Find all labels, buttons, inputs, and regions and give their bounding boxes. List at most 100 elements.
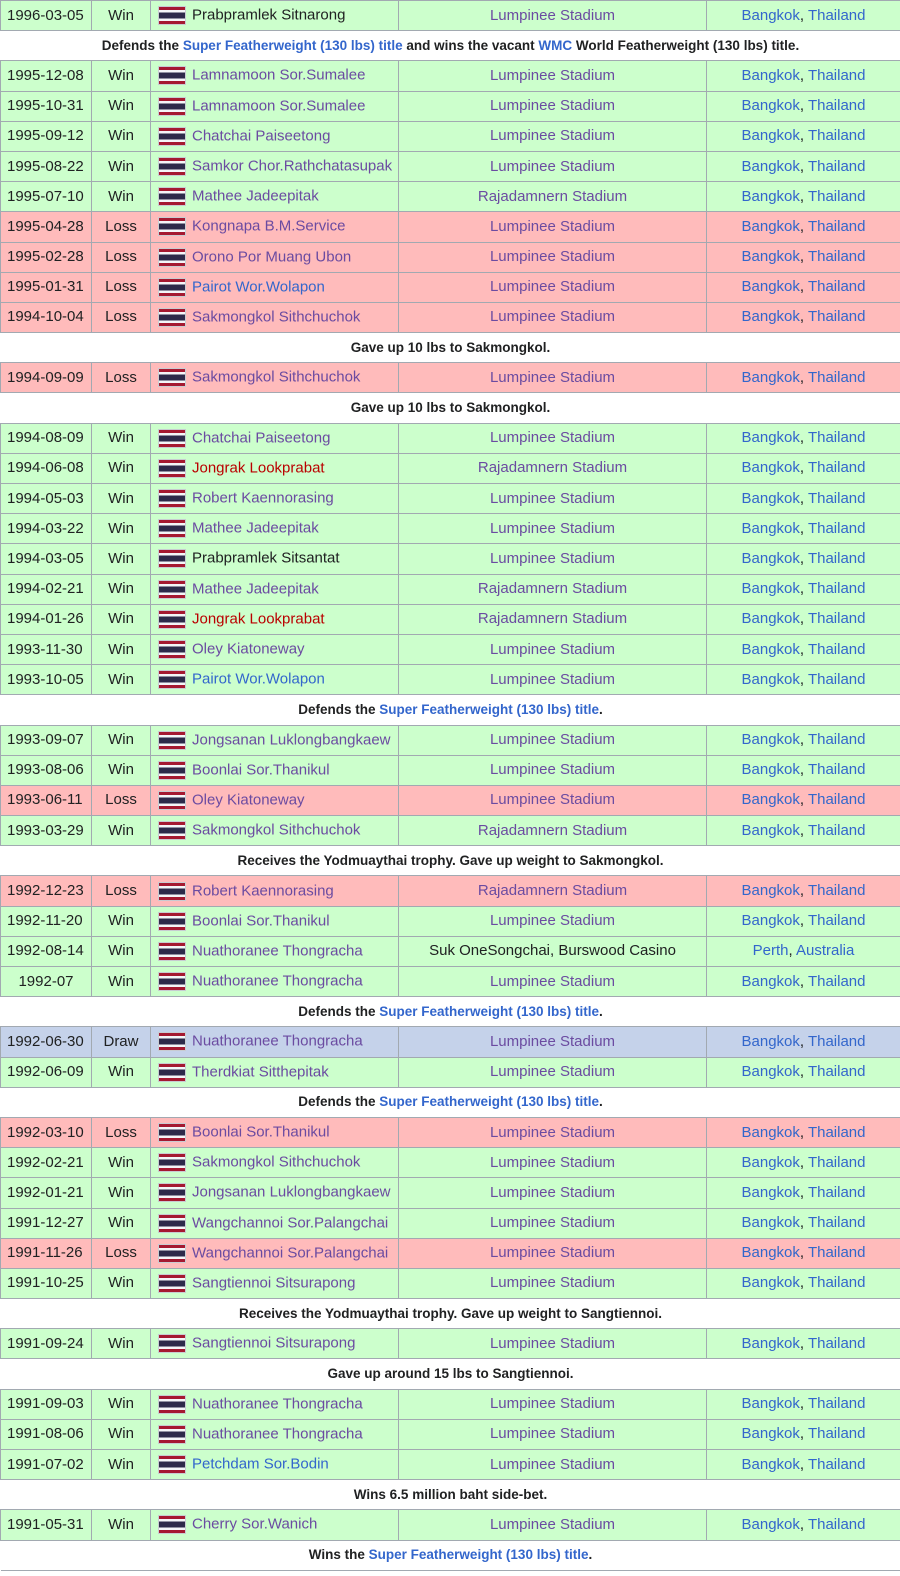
country-link[interactable]: Thailand (807, 157, 866, 175)
venue-link[interactable]: Lumpinee Stadium (489, 217, 616, 235)
city-link[interactable]: Bangkok (741, 821, 800, 839)
thailand-flag-icon[interactable] (158, 1455, 186, 1475)
venue-link[interactable]: Lumpinee Stadium (489, 66, 616, 84)
note-link[interactable]: Super Featherweight (130 lbs) title (379, 701, 600, 717)
city-link[interactable]: Perth (752, 942, 789, 960)
country-link[interactable]: Thailand (807, 1214, 866, 1232)
thailand-flag-icon[interactable] (158, 1062, 186, 1082)
thailand-flag-icon[interactable] (158, 609, 186, 629)
city-link[interactable]: Bangkok (741, 882, 800, 900)
thailand-flag-icon[interactable] (158, 1515, 186, 1535)
thailand-flag-icon[interactable] (158, 368, 186, 388)
city-link[interactable]: Bangkok (741, 1063, 800, 1081)
city-link[interactable]: Bangkok (741, 1455, 800, 1473)
country-link[interactable]: Thailand (807, 368, 866, 386)
opponent-link[interactable]: Robert Kaennorasing (192, 882, 334, 899)
opponent-link[interactable]: Petchdam Sor.Bodin (192, 1455, 329, 1473)
city-link[interactable]: Bangkok (741, 1395, 800, 1413)
city-link[interactable]: Bangkok (741, 519, 800, 537)
thailand-flag-icon[interactable] (158, 277, 186, 297)
country-link[interactable]: Thailand (807, 549, 866, 567)
city-link[interactable]: Bangkok (741, 66, 800, 84)
thailand-flag-icon[interactable] (158, 730, 186, 750)
thailand-flag-icon[interactable] (158, 1243, 186, 1263)
venue-link[interactable]: Lumpinee Stadium (489, 248, 616, 266)
country-link[interactable]: Thailand (807, 97, 866, 115)
city-link[interactable]: Bangkok (741, 912, 800, 930)
venue-link[interactable]: Lumpinee Stadium (489, 127, 616, 145)
opponent-link[interactable]: Sakmongkol Sithchuchok (192, 821, 361, 839)
country-link[interactable]: Thailand (807, 972, 866, 990)
venue-link[interactable]: Lumpinee Stadium (489, 1274, 616, 1292)
opponent-link[interactable]: Jongrak Lookprabat (192, 459, 325, 477)
opponent-link[interactable]: Sakmongkol Sithchuchok (192, 308, 361, 326)
opponent-link[interactable]: Mathee Jadeepitak (192, 187, 319, 205)
venue-link[interactable]: Rajadamnern Stadium (477, 821, 628, 839)
city-link[interactable]: Bangkok (741, 368, 800, 386)
city-link[interactable]: Bangkok (741, 1425, 800, 1443)
country-link[interactable]: Thailand (807, 127, 866, 145)
thailand-flag-icon[interactable] (158, 1032, 186, 1052)
opponent-link[interactable]: Sangtiennoi Sitsurapong (192, 1274, 356, 1292)
country-link[interactable]: Thailand (807, 1123, 866, 1141)
venue-link[interactable]: Lumpinee Stadium (489, 1063, 616, 1081)
opponent-link[interactable]: Wangchannoi Sor.Palangchai (192, 1214, 389, 1232)
thailand-flag-icon[interactable] (158, 760, 186, 780)
country-link[interactable]: Thailand (807, 912, 866, 930)
venue-link[interactable]: Rajadamnern Stadium (477, 610, 628, 628)
city-link[interactable]: Bangkok (741, 640, 800, 658)
venue-link[interactable]: Lumpinee Stadium (489, 368, 616, 386)
city-link[interactable]: Bangkok (741, 248, 800, 266)
country-link[interactable]: Thailand (807, 821, 866, 839)
country-link[interactable]: Thailand (807, 1395, 866, 1413)
opponent-link[interactable]: Chatchai Paiseetong (192, 429, 331, 447)
city-link[interactable]: Bangkok (741, 429, 800, 447)
opponent-link[interactable]: Kongnapa B.M.Service (192, 217, 346, 235)
thailand-flag-icon[interactable] (158, 1183, 186, 1203)
venue-link[interactable]: Lumpinee Stadium (489, 972, 616, 990)
city-link[interactable]: Bangkok (741, 549, 800, 567)
venue-link[interactable]: Lumpinee Stadium (489, 429, 616, 447)
city-link[interactable]: Bangkok (741, 489, 800, 507)
venue-link[interactable]: Lumpinee Stadium (489, 912, 616, 930)
city-link[interactable]: Bangkok (741, 157, 800, 175)
opponent-link[interactable]: Sakmongkol Sithchuchok (192, 1153, 361, 1171)
city-link[interactable]: Bangkok (741, 580, 800, 598)
thailand-flag-icon[interactable] (158, 6, 186, 26)
note-link[interactable]: Super Featherweight (130 lbs) title (379, 1003, 600, 1019)
thailand-flag-icon[interactable] (158, 157, 186, 177)
country-link[interactable]: Thailand (807, 217, 866, 235)
city-link[interactable]: Bangkok (741, 308, 800, 326)
venue-link[interactable]: Lumpinee Stadium (489, 549, 616, 567)
city-link[interactable]: Bangkok (741, 791, 800, 809)
venue-link[interactable]: Lumpinee Stadium (489, 761, 616, 779)
country-link[interactable]: Thailand (807, 66, 866, 84)
country-link[interactable]: Thailand (807, 1334, 866, 1352)
thailand-flag-icon[interactable] (158, 790, 186, 810)
venue-link[interactable]: Lumpinee Stadium (489, 157, 616, 175)
venue-link[interactable]: Rajadamnern Stadium (477, 580, 628, 598)
city-link[interactable]: Bangkok (741, 1214, 800, 1232)
venue-link[interactable]: Lumpinee Stadium (489, 670, 616, 688)
country-link[interactable]: Thailand (807, 489, 866, 507)
city-link[interactable]: Bangkok (741, 217, 800, 235)
country-link[interactable]: Thailand (807, 278, 866, 296)
opponent-link[interactable]: Samkor Chor.Rathchatasupak (192, 157, 393, 175)
city-link[interactable]: Bangkok (741, 1123, 800, 1141)
note-link[interactable]: Super Featherweight (130 lbs) title (379, 1094, 600, 1110)
city-link[interactable]: Bangkok (741, 6, 800, 24)
thailand-flag-icon[interactable] (158, 579, 186, 599)
country-link[interactable]: Thailand (807, 731, 866, 749)
thailand-flag-icon[interactable] (158, 217, 186, 237)
thailand-flag-icon[interactable] (158, 307, 186, 327)
thailand-flag-icon[interactable] (158, 66, 186, 86)
thailand-flag-icon[interactable] (158, 1153, 186, 1173)
country-link[interactable]: Thailand (807, 640, 866, 658)
venue-link[interactable]: Lumpinee Stadium (489, 731, 616, 749)
note-link[interactable]: WMC (538, 37, 573, 53)
country-link[interactable]: Thailand (807, 6, 866, 24)
country-link[interactable]: Thailand (807, 580, 866, 598)
city-link[interactable]: Bangkok (741, 1515, 800, 1533)
venue-link[interactable]: Lumpinee Stadium (489, 278, 616, 296)
city-link[interactable]: Bangkok (741, 1183, 800, 1201)
